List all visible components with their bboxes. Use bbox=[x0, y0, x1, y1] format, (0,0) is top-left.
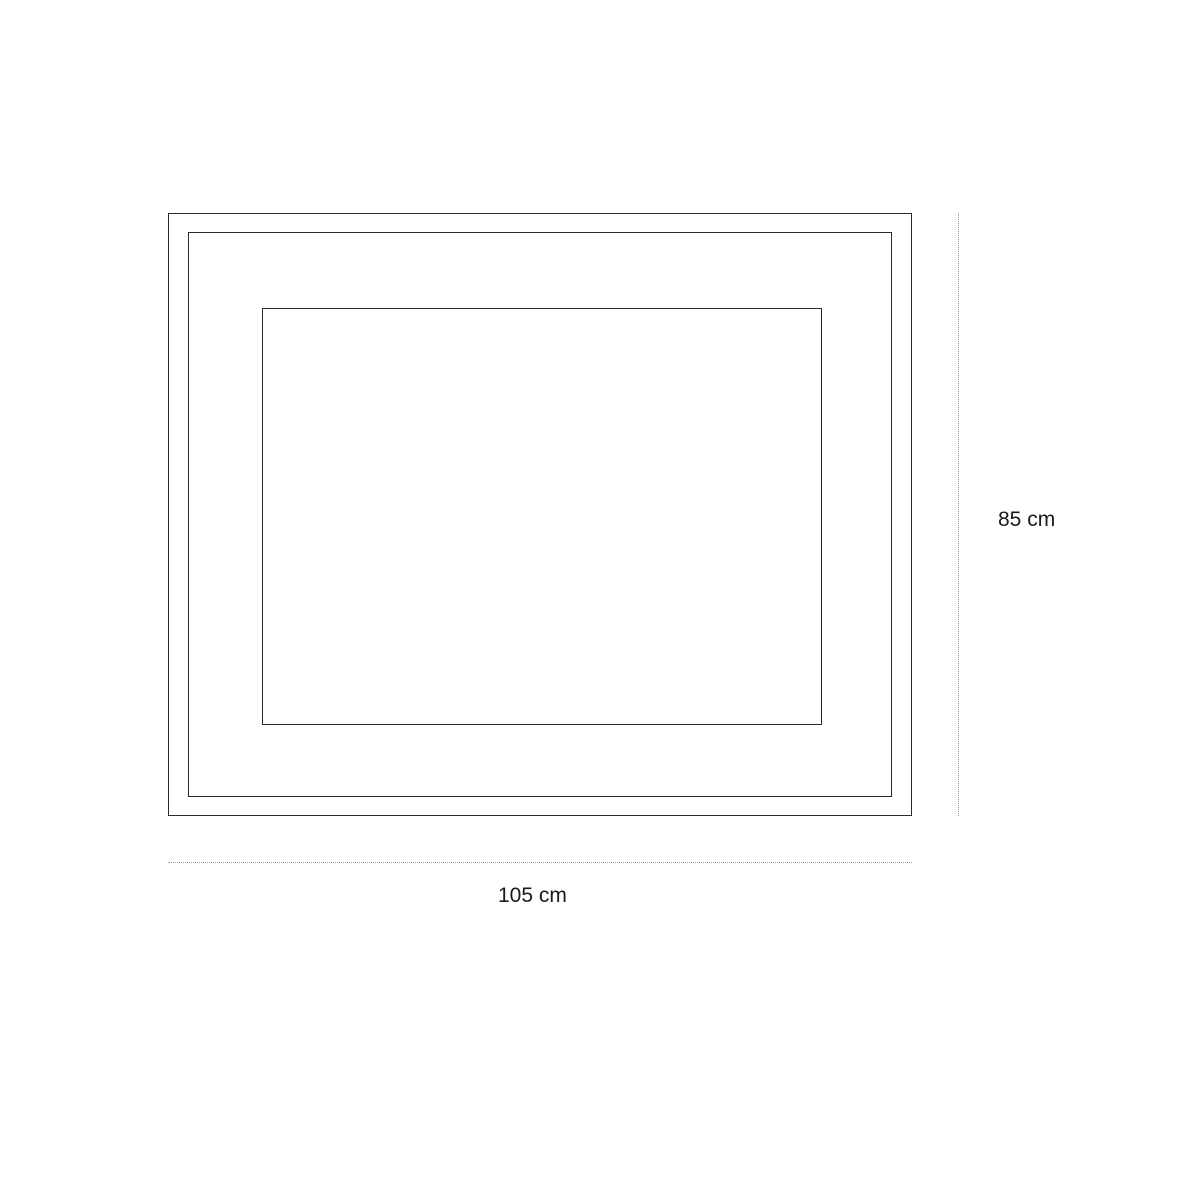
width-dimension-label: 105 cm bbox=[498, 884, 567, 908]
dimension-diagram: 105 cm 85 cm bbox=[0, 0, 1200, 1200]
height-dimension-label: 85 cm bbox=[998, 508, 1055, 532]
width-dimension-line bbox=[168, 862, 912, 863]
height-dimension-line bbox=[958, 213, 959, 816]
frame-inner-rect bbox=[262, 308, 822, 725]
